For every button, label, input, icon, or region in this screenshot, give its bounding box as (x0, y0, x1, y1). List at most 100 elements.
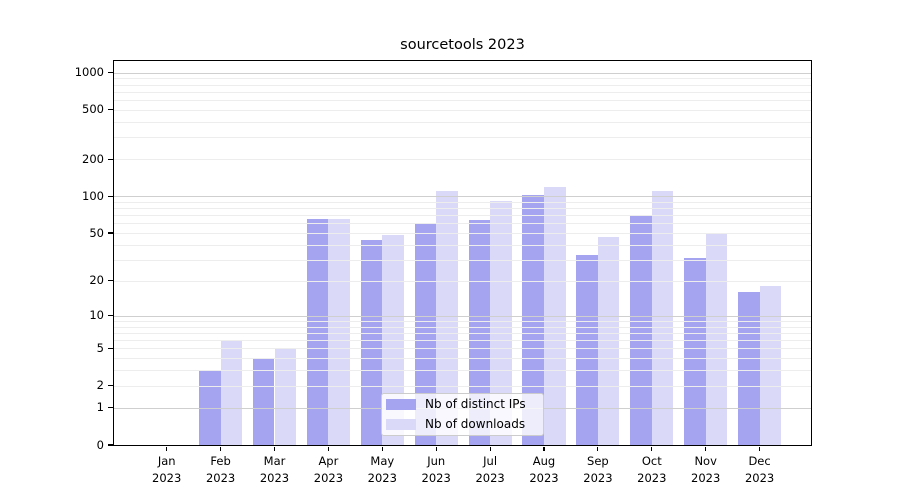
y-tick-label-1000: 1000 (74, 65, 104, 79)
bar-sep-distinct-ips (576, 254, 598, 445)
bar-may-downloads (382, 235, 404, 445)
x-tick-aug (543, 446, 545, 451)
bar-jul-distinct-ips (468, 219, 491, 445)
legend-swatch-distinct-ips (386, 399, 416, 410)
gridline-1000 (114, 72, 811, 74)
x-tick-label-may: May 2023 (367, 454, 397, 485)
y-tick-label-200: 200 (82, 151, 104, 166)
gridline-500 (114, 109, 811, 111)
gridline-900 (114, 78, 811, 80)
bar-mar-distinct-ips (252, 358, 275, 445)
bar-nov-distinct-ips (684, 258, 706, 445)
x-tick-label-sep: Sep 2023 (583, 454, 613, 485)
gridline-4 (114, 358, 811, 360)
legend: Nb of distinct IPs Nb of downloads (381, 393, 544, 436)
chart-title: sourcetools 2023 (400, 37, 525, 53)
y-tick-label-500: 500 (82, 102, 104, 117)
y-tick-5 (107, 347, 113, 349)
y-tick-label-10: 10 (89, 308, 104, 323)
x-tick-may (381, 446, 383, 451)
gridline-6 (114, 340, 811, 342)
x-tick-jan (166, 446, 168, 451)
x-tick-label-nov: Nov 2023 (691, 454, 721, 485)
bar-apr-downloads (328, 219, 350, 445)
gridline-9 (114, 320, 811, 322)
x-tick-nov (705, 446, 707, 451)
gridline-60 (114, 223, 811, 225)
y-tick-500 (107, 109, 113, 111)
x-tick-apr (327, 446, 329, 451)
bar-aug-distinct-ips (522, 194, 544, 445)
legend-swatch-downloads (386, 419, 416, 430)
gridline-300 (114, 137, 811, 139)
x-tick-sep (597, 446, 599, 451)
gridline-30 (114, 259, 811, 261)
bar-sep-downloads (597, 237, 620, 445)
gridline-400 (114, 121, 811, 123)
bar-jun-distinct-ips (414, 223, 437, 445)
x-tick-oct (651, 446, 653, 451)
y-tick-label-2: 2 (96, 378, 104, 393)
x-tick-label-jul: Jul 2023 (475, 454, 505, 485)
x-tick-label-apr: Apr 2023 (313, 454, 344, 485)
legend-item-downloads: Nb of downloads (386, 416, 535, 433)
gridline-70 (114, 215, 811, 217)
gridline-40 (114, 244, 811, 246)
y-tick-10 (107, 315, 113, 317)
gridline-50 (114, 233, 811, 234)
y-tick-label-1: 1 (96, 400, 104, 415)
y-tick-20 (107, 280, 113, 282)
y-tick-200 (107, 158, 113, 160)
y-tick-label-0: 0 (96, 437, 104, 452)
x-tick-label-jun: Jun 2023 (421, 454, 451, 485)
y-tick-label-5: 5 (96, 340, 104, 355)
x-tick-label-mar: Mar 2023 (259, 454, 290, 485)
bar-dec-downloads (759, 286, 782, 445)
gridline-8 (114, 326, 811, 328)
y-tick-label-50: 50 (89, 225, 104, 240)
legend-item-distinct-ips: Nb of distinct IPs (386, 396, 535, 413)
x-tick-label-dec: Dec 2023 (744, 454, 775, 485)
y-tick-label-100: 100 (82, 188, 104, 203)
gridline-2 (114, 385, 811, 387)
gridline-3 (114, 370, 811, 372)
x-tick-label-jan: Jan 2023 (152, 454, 182, 485)
x-tick-label-feb: Feb 2023 (205, 454, 236, 485)
gridline-5 (114, 348, 811, 350)
gridline-10 (114, 315, 811, 317)
gridline-80 (114, 208, 811, 210)
x-tick-jun (435, 446, 437, 451)
bar-feb-downloads (220, 340, 243, 445)
y-tick-50 (107, 232, 113, 234)
x-tick-mar (273, 446, 276, 451)
gridline-700 (114, 91, 811, 93)
gridline-90 (114, 201, 811, 203)
x-tick-dec (759, 446, 761, 451)
bar-jun-downloads (436, 191, 458, 445)
gridline-200 (114, 159, 811, 161)
plot-area (112, 59, 813, 447)
gridline-600 (114, 100, 811, 101)
x-tick-label-aug: Aug 2023 (529, 454, 559, 485)
bar-jul-downloads (490, 201, 512, 445)
bar-may-distinct-ips (360, 239, 383, 445)
y-tick-100 (107, 195, 113, 197)
y-tick-2 (107, 385, 113, 387)
bar-apr-distinct-ips (306, 219, 329, 445)
legend-label-downloads: Nb of downloads (425, 417, 526, 431)
bar-nov-downloads (705, 233, 728, 445)
x-tick-feb (220, 446, 222, 451)
gridline-800 (114, 84, 811, 86)
bar-dec-distinct-ips (738, 292, 760, 445)
y-tick-0 (107, 444, 113, 446)
bar-mar-downloads (274, 348, 297, 445)
x-tick-label-oct: Oct 2023 (637, 454, 667, 485)
gridline-7 (114, 332, 811, 334)
x-tick-jul (489, 446, 491, 451)
y-tick-1000 (107, 71, 113, 74)
gridline-100 (114, 196, 811, 198)
bar-oct-distinct-ips (630, 215, 652, 445)
bar-oct-downloads (651, 191, 674, 445)
legend-label-distinct-ips: Nb of distinct IPs (425, 397, 526, 411)
